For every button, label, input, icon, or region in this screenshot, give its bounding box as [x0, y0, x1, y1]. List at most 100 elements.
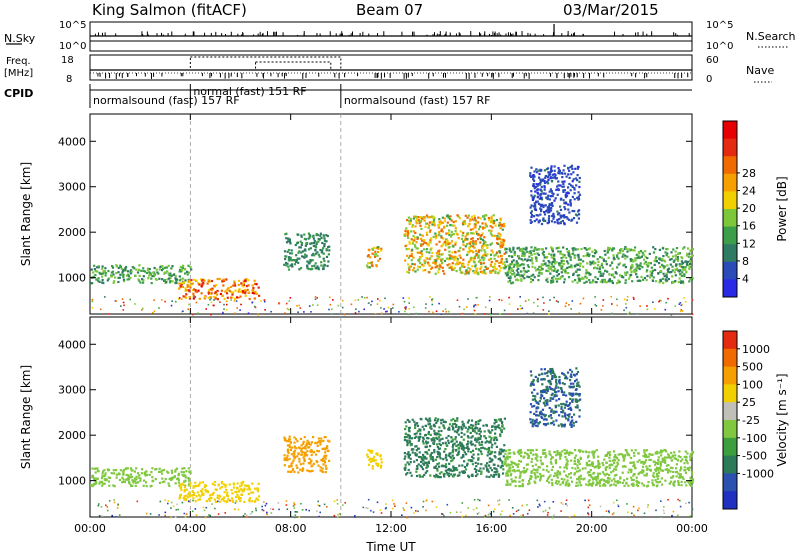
range-gate-cell	[454, 438, 457, 441]
range-gate-cell	[461, 222, 464, 225]
range-gate-cell	[485, 475, 488, 478]
range-gate-cell	[438, 263, 441, 266]
range-gate-cell	[589, 273, 592, 276]
range-gate-cell	[320, 236, 323, 240]
range-gate-cell	[578, 449, 581, 452]
range-gate-cell	[163, 272, 166, 275]
range-gate-cell	[522, 266, 525, 270]
range-gate-cell	[553, 173, 556, 176]
range-gate-cell	[571, 452, 574, 455]
range-gate-cell	[691, 452, 694, 455]
range-gate-cell	[483, 253, 486, 256]
range-gate-cell	[286, 307, 289, 310]
range-gate-cell	[445, 257, 448, 260]
range-gate-cell	[323, 242, 326, 246]
range-gate-cell	[337, 304, 340, 307]
range-gate-cell	[583, 281, 586, 284]
range-gate-cell	[662, 460, 665, 463]
range-gate-cell	[512, 273, 515, 276]
range-gate-cell	[247, 279, 250, 282]
range-gate-cell	[689, 249, 692, 252]
range-gate-cell	[647, 261, 650, 265]
range-gate-cell	[578, 481, 581, 484]
range-gate-cell	[544, 404, 547, 407]
range-gate-cell	[567, 203, 570, 206]
range-gate-cell	[544, 204, 547, 207]
range-gate-cell	[288, 300, 291, 302]
range-gate-cell	[551, 247, 554, 250]
range-gate-cell	[407, 455, 411, 458]
range-gate-cell	[300, 234, 303, 237]
range-gate-cell	[581, 467, 584, 470]
range-gate-cell	[630, 476, 633, 479]
range-gate-cell	[431, 456, 434, 459]
range-gate-cell	[134, 477, 137, 480]
range-gate-cell	[102, 475, 106, 478]
range-gate-cell	[672, 470, 675, 473]
range-gate-cell	[490, 452, 493, 455]
range-gate-cell	[550, 203, 553, 206]
range-gate-cell	[500, 259, 503, 262]
date-title: 03/Mar/2015	[563, 1, 659, 19]
range-gate-cell	[645, 279, 648, 282]
range-gate-cell	[635, 263, 638, 266]
range-gate-cell	[408, 268, 411, 271]
range-gate-cell	[564, 484, 567, 487]
range-gate-cell	[645, 468, 648, 471]
range-gate-cell	[453, 469, 456, 472]
range-gate-cell	[445, 444, 448, 447]
range-gate-cell	[511, 281, 515, 284]
range-gate-cell	[119, 273, 122, 276]
range-gate-cell	[629, 468, 632, 471]
range-gate-cell	[550, 190, 553, 193]
range-gate-cell	[429, 419, 432, 422]
range-gate-cell	[93, 264, 96, 267]
range-gate-cell	[166, 270, 169, 273]
range-gate-cell	[248, 486, 251, 489]
range-gate-cell	[387, 306, 390, 309]
range-gate-cell	[531, 420, 534, 423]
range-gate-cell	[186, 496, 189, 499]
range-gate-cell	[171, 478, 174, 481]
range-gate-cell	[677, 472, 680, 475]
range-gate-cell	[470, 459, 473, 463]
range-gate-cell	[595, 305, 598, 307]
range-gate-cell	[458, 305, 461, 308]
range-gate-cell	[522, 456, 525, 459]
range-gate-cell	[513, 470, 516, 473]
range-gate-cell	[115, 473, 118, 476]
range-gate-cell	[477, 457, 480, 460]
range-gate-cell	[308, 441, 311, 444]
range-gate-cell	[504, 449, 508, 452]
range-gate-cell	[225, 300, 228, 303]
range-gate-cell	[534, 208, 538, 212]
range-gate-cell	[419, 464, 422, 467]
range-gate-cell	[98, 280, 101, 283]
range-gate-cell	[563, 448, 566, 452]
range-gate-cell	[239, 309, 241, 311]
range-gate-cell	[539, 188, 542, 191]
range-gate-cell	[564, 305, 567, 308]
range-gate-cell	[592, 260, 595, 263]
range-gate-cell	[565, 194, 569, 197]
range-gate-cell	[521, 307, 524, 310]
range-gate-cell	[631, 263, 634, 266]
range-gate-cell	[659, 449, 663, 452]
range-gate-cell	[490, 249, 493, 252]
range-gate-cell	[499, 459, 502, 462]
range-gate-cell	[499, 313, 501, 315]
range-gate-cell	[629, 248, 632, 251]
range-gate-cell	[529, 206, 532, 209]
range-gate-cell	[499, 233, 502, 236]
range-gate-cell	[441, 261, 444, 265]
range-gate-cell	[557, 273, 560, 276]
range-gate-cell	[315, 252, 318, 255]
range-gate-cell	[529, 449, 532, 452]
range-gate-cell	[449, 218, 452, 221]
range-gate-cell	[540, 190, 543, 193]
range-gate-cell	[471, 218, 474, 221]
range-gate-cell	[311, 265, 314, 268]
range-gate-cell	[366, 264, 369, 267]
range-gate-cell	[218, 497, 221, 500]
range-gate-cell	[498, 298, 501, 301]
